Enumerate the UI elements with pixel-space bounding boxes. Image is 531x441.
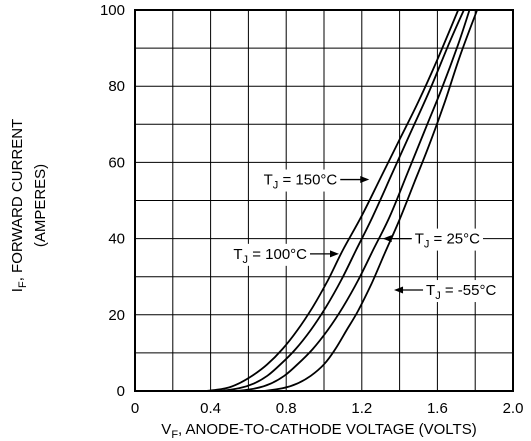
series-label-text: TJ = -55°C [426,282,496,302]
x-tick-label: 0 [131,400,139,417]
arrow-head-icon [330,250,340,258]
series-label-background [260,169,341,192]
y-tick-label: 40 [108,231,125,248]
series-label-text: TJ = 100°C [233,246,307,266]
y-tick-label: 60 [108,154,125,171]
x-tick-label: 1.2 [351,400,372,417]
y-axis-label-line2: (AMPERES) [32,164,49,247]
series-line-0 [206,9,460,392]
y-tick-label: 100 [100,2,125,19]
x-tick-label: 2.0 [503,400,524,417]
y-axis-ticks: 0 20 40 60 80 100 [100,2,125,400]
plot-frame [134,9,514,392]
series-label-3: TJ = -55°C [394,280,500,303]
annotations: TJ = 150°C TJ = 100°C TJ = 25°C TJ = -55°C [230,169,500,303]
series-label-text: TJ = 25°C [415,231,480,251]
x-tick-label: 1.6 [427,400,448,417]
series-label-background [230,243,311,266]
series-label-background [423,280,500,303]
series-line-2 [236,9,471,392]
x-axis-ticks: 0 0.4 0.8 1.2 1.6 2.0 [131,400,524,417]
series-line-1 [219,9,465,392]
y-tick-label: 20 [108,307,125,324]
x-tick-label: 0.8 [276,400,297,417]
series-label-0: TJ = 150°C [260,169,370,192]
curves [206,9,478,392]
series-label-background [411,228,483,251]
series-line-3 [263,9,478,392]
x-axis-label: VF, ANODE-TO-CATHODE VOLTAGE (VOLTS) [161,421,476,441]
series-label-2: TJ = 25°C [382,228,483,251]
arrow-head-icon [394,286,404,294]
x-tick-label: 0.4 [200,400,221,417]
y-axis-label-line1: IF, FORWARD CURRENT [9,119,29,292]
y-axis-label: IF, FORWARD CURRENT (AMPERES) [9,119,49,292]
arrow-head-icon [360,176,370,184]
series-label-text: TJ = 150°C [264,172,338,192]
series-label-1: TJ = 100°C [230,243,340,266]
y-tick-label: 0 [117,383,125,400]
y-tick-label: 80 [108,78,125,95]
arrow-head-icon [382,235,392,243]
